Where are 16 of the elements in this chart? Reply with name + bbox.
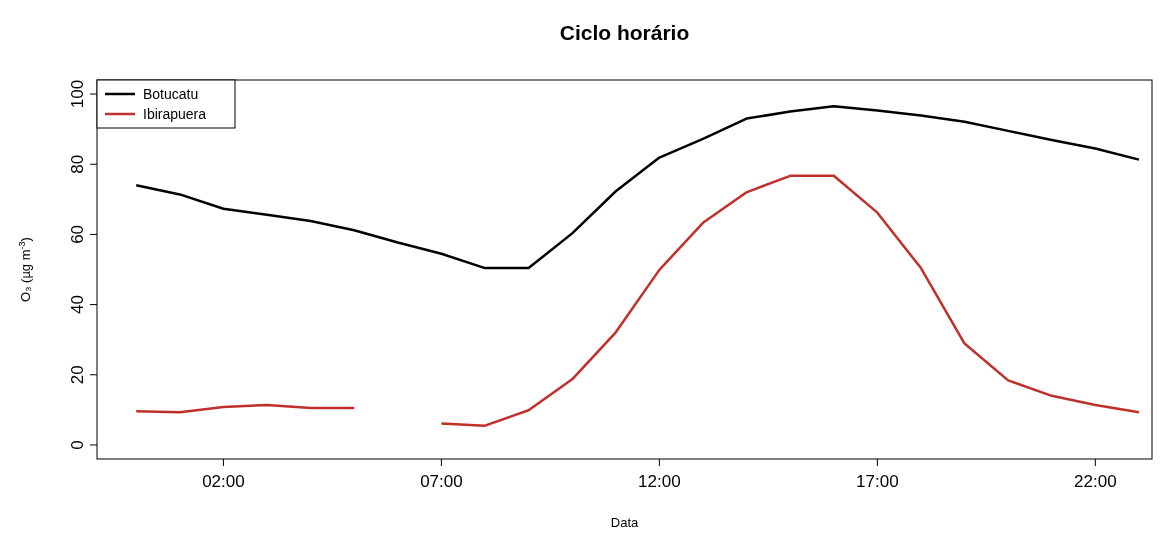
x-axis-title: Data	[610, 515, 639, 530]
x-tick-label: 02:00	[202, 472, 245, 491]
x-tick-label: 17:00	[856, 472, 899, 491]
y-tick-label: 60	[68, 224, 87, 244]
x-tick-label: 12:00	[638, 472, 681, 491]
y-tick-label: 40	[68, 295, 87, 315]
y-tick-label: 0	[68, 440, 87, 450]
x-tick-label: 22:00	[1074, 472, 1117, 491]
y-tick-label: 80	[68, 154, 87, 174]
legend-label: Botucatu	[143, 86, 199, 102]
y-tick-label: 20	[68, 365, 87, 385]
chart-title: Ciclo horário	[559, 21, 690, 44]
line-series	[134, 105, 1141, 270]
legend-label: Ibirapuera	[143, 106, 207, 122]
x-tick-label: 07:00	[420, 472, 463, 491]
y-tick-label: 100	[68, 79, 87, 109]
